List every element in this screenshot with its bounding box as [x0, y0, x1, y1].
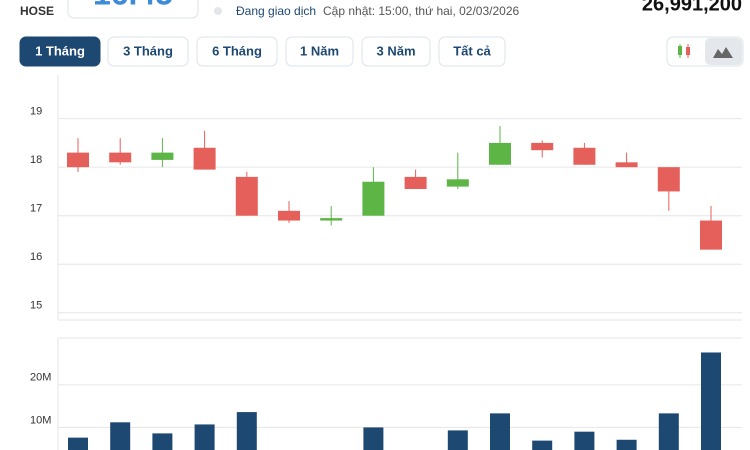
tab-label: 1 Tháng [35, 43, 85, 58]
status: Đang giao dịch [236, 4, 316, 18]
y-tick-label: 10M [30, 414, 51, 426]
exchange: HOSE [20, 4, 54, 18]
volume-bar [68, 437, 88, 450]
updated: Cập nhật: 15:00, thứ hai, 02/03/2026 [323, 4, 520, 18]
y-tick-label: 17 [30, 203, 42, 215]
y-tick-label: 19 [30, 106, 42, 118]
tab[interactable] [107, 36, 189, 67]
status-dot [214, 7, 222, 15]
candle-body [320, 218, 343, 221]
candle-body [404, 176, 427, 190]
volume-bar [658, 413, 679, 450]
candle-body [700, 220, 722, 250]
candle-body [193, 147, 216, 170]
tab-label: Tất cả [453, 43, 491, 58]
tab[interactable] [361, 36, 431, 67]
candle-body [657, 167, 680, 192]
tab-label: 1 Năm [300, 43, 339, 58]
volume-bar [574, 431, 595, 450]
tabs: 1 Tháng 3 Tháng 6 Tháng 1 Năm 3 Năm Tất cả [19, 36, 506, 67]
tab-label: 6 Tháng [212, 43, 262, 58]
volume-bar [532, 440, 553, 450]
volume-bar [616, 439, 637, 450]
y-tick-label: 18 [30, 154, 42, 166]
volume-bar [236, 412, 257, 450]
tab[interactable] [438, 36, 506, 67]
volume-bar [110, 422, 131, 450]
candle-body [235, 176, 258, 216]
volume-bar [447, 430, 468, 450]
volume-bar [490, 413, 510, 450]
tab-label: 3 Năm [376, 43, 415, 58]
tab[interactable] [285, 36, 354, 67]
volume-bar [194, 424, 215, 450]
area-icon [713, 47, 733, 58]
candle-body [278, 210, 300, 221]
y-tick-label: 16 [30, 251, 42, 263]
total-volume: 26,991,200 [642, 0, 742, 15]
candle-body [615, 162, 638, 168]
price-box [67, 0, 199, 19]
candle-body [151, 152, 174, 160]
tab[interactable] [196, 36, 278, 67]
candle-body [446, 179, 469, 187]
price: 16.45 [93, 0, 173, 11]
candle-body [362, 181, 385, 216]
candle-icon [678, 44, 690, 58]
candle-body [531, 142, 554, 151]
y-tick-label: 20M [30, 372, 51, 384]
candle-body [67, 152, 89, 168]
candle-body [489, 142, 511, 165]
volume-bar [701, 352, 721, 450]
tab[interactable] [19, 36, 101, 67]
volume-bar [152, 433, 173, 450]
candle-body [573, 147, 596, 165]
tab-label: 3 Tháng [123, 43, 173, 58]
volume-bar [363, 427, 384, 450]
y-tick-label: 15 [30, 300, 42, 312]
candle-body [109, 152, 132, 163]
